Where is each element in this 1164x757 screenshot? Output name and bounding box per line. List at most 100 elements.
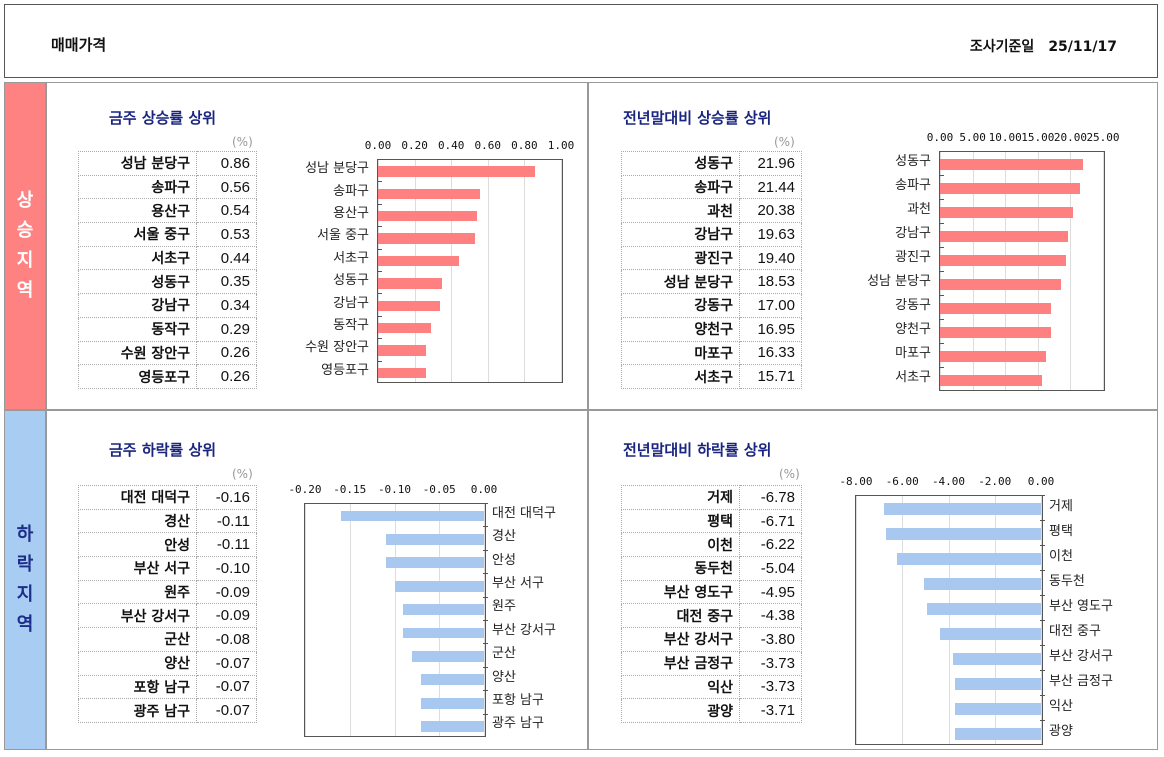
table-row: 용산구 0.54 [78, 198, 257, 224]
category-label: 광주 남구 [492, 716, 544, 732]
table-row: 이천 -6.22 [621, 532, 802, 558]
region-name: 송파구 [621, 174, 740, 200]
gridline [305, 504, 306, 736]
bar [954, 703, 1041, 715]
gridline [1005, 152, 1007, 390]
survey-date-value: 25/11/17 [1048, 39, 1117, 55]
category-label: 광진구 [895, 250, 931, 265]
region-name: 이천 [621, 532, 740, 558]
region-name: 부산 영도구 [621, 579, 740, 605]
region-name: 서울 중구 [78, 222, 197, 247]
category-tick [1040, 495, 1045, 496]
region-name: 대전 중구 [621, 603, 740, 629]
axis-tick-label: 15.00 [1021, 131, 1055, 144]
table-row: 성동구 21.96 [621, 151, 802, 176]
table-row: 경산 -0.11 [78, 508, 257, 534]
category-tick [377, 226, 382, 228]
axis-tick-label: 0.00 [470, 483, 498, 496]
bar [378, 188, 481, 199]
category-label: 광양 [1049, 723, 1073, 739]
region-name: 포항 남구 [78, 674, 197, 700]
change-rate: 0.26 [196, 340, 257, 366]
panel-title: 금주 상승률 상위 [109, 109, 217, 127]
region-name: 동작구 [78, 316, 197, 342]
category-tick [1040, 645, 1045, 646]
unit-label: (%) [774, 135, 795, 149]
bar [940, 278, 1061, 290]
region-name: 부산 서구 [78, 556, 197, 581]
bar [940, 302, 1051, 314]
band-char: 지 [16, 250, 34, 271]
change-rate: 0.29 [196, 316, 257, 342]
bar [940, 254, 1067, 266]
region-name: 영등포구 [78, 364, 197, 389]
category-label: 동작구 [333, 318, 369, 333]
category-label: 강동구 [895, 298, 931, 313]
table-row: 강남구 0.34 [78, 293, 257, 318]
table-row: 부산 강서구 -0.09 [78, 603, 257, 629]
category-tick [483, 643, 488, 645]
bar [940, 326, 1051, 338]
gridline [487, 160, 489, 382]
axis-tick-label: 0.60 [474, 139, 502, 152]
panel-title: 금주 하락률 상위 [109, 441, 217, 459]
change-rate: -0.07 [196, 698, 257, 723]
axis-tick-label: 20.00 [1053, 131, 1087, 144]
change-rate: -6.22 [739, 532, 802, 558]
bar [385, 533, 484, 545]
ytd-fall-panel: 전년말대비 하락률 상위 (%) 거제 -6.78 평택 -6.71 이천 -6.22 동두천 -… [588, 410, 1158, 750]
category-tick [939, 367, 944, 368]
bar [954, 678, 1041, 690]
category-tick [483, 666, 488, 668]
band-char: 상 [16, 190, 34, 211]
region-name: 광양 [621, 698, 740, 723]
change-rate: 15.71 [739, 364, 802, 389]
category-tick [939, 247, 944, 248]
band-char: 승 [16, 220, 34, 241]
axis-tick-label: 0.00 [364, 139, 392, 152]
table-row: 수원 장안구 0.26 [78, 340, 257, 366]
category-label: 거제 [1049, 498, 1073, 514]
region-name: 강동구 [621, 293, 740, 318]
category-label: 부산 강서구 [1049, 648, 1113, 664]
category-tick [377, 181, 382, 183]
change-rate: 18.53 [739, 269, 802, 295]
table-row: 부산 서구 -0.10 [78, 556, 257, 581]
category-tick [1040, 720, 1045, 721]
category-tick [483, 690, 488, 692]
table-row: 양천구 16.95 [621, 316, 802, 342]
category-tick [483, 596, 488, 598]
category-tick [377, 248, 382, 250]
table-row: 강남구 19.63 [621, 222, 802, 247]
bar [421, 674, 484, 686]
bar [378, 367, 426, 379]
bar [378, 166, 536, 177]
axis-tick-label: 0.00 [1027, 475, 1055, 488]
change-rate: 0.86 [196, 151, 257, 176]
category-label: 군산 [492, 646, 516, 662]
survey-date-label: 조사기준일 [969, 39, 1035, 55]
axis-tick-label: -4.00 [931, 475, 966, 488]
region-name: 대전 대덕구 [78, 485, 197, 510]
category-tick [1040, 545, 1045, 546]
bar [378, 300, 441, 311]
change-rate: -0.09 [196, 603, 257, 629]
category-label: 송파구 [895, 178, 931, 193]
ranking-table: 거제 -6.78 평택 -6.71 이천 -6.22 동두천 -5.04 부산 영도구 -4.95… [621, 485, 802, 723]
axis-tick-label: 1.00 [547, 139, 575, 152]
table-row: 부산 강서구 -3.80 [621, 627, 802, 652]
category-label: 마포구 [895, 346, 931, 361]
bar [940, 158, 1084, 170]
axis-tick-label: -0.10 [377, 483, 412, 496]
region-name: 부산 강서구 [78, 603, 197, 629]
bar [378, 278, 443, 289]
table-row: 대전 중구 -4.38 [621, 603, 802, 629]
table-row: 마포구 16.33 [621, 340, 802, 366]
category-tick [939, 151, 944, 152]
axis-tick-label: -0.05 [422, 483, 456, 496]
category-label: 양천구 [895, 322, 931, 337]
change-rate: 0.44 [196, 245, 257, 271]
table-row: 성동구 0.35 [78, 269, 257, 295]
ytd-rise-panel: 전년말대비 상승률 상위 (%) 성동구 21.96 송파구 21.44 과천 20.38 강남… [588, 82, 1158, 410]
